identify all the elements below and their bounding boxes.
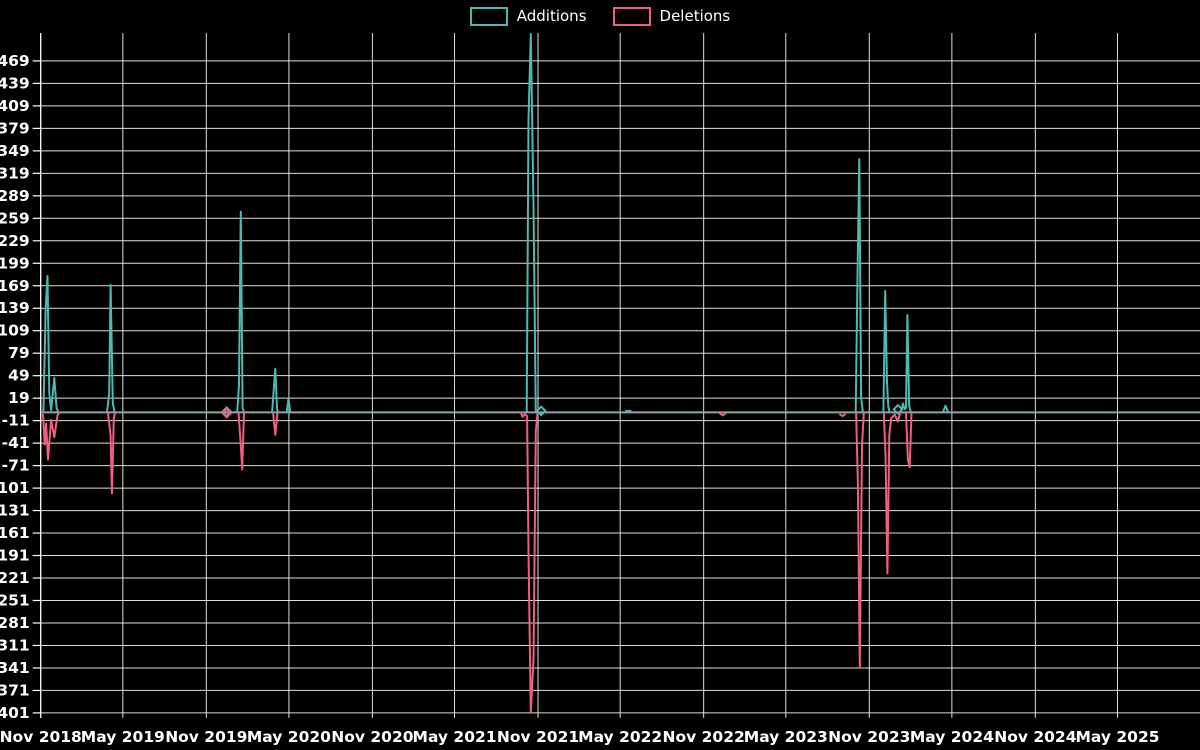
- x-tick-label: Nov 2020: [331, 728, 413, 746]
- x-tick-label: May 2025: [1075, 728, 1159, 746]
- series-additions-line: [285, 397, 292, 413]
- legend-label: Deletions: [659, 7, 731, 25]
- series-deletions-line: [519, 412, 539, 714]
- series-additions-line: [106, 284, 116, 413]
- y-tick-label: 19: [8, 389, 30, 407]
- x-tick-label: May 2023: [744, 728, 828, 746]
- x-tick-label: Nov 2019: [165, 728, 247, 746]
- chart-legend: Additions Deletions: [0, 7, 1200, 26]
- y-tick-label: 139: [0, 299, 30, 317]
- series-additions-line: [525, 33, 537, 413]
- series-additions-line: [271, 367, 280, 413]
- series-deletions-line: [718, 412, 727, 417]
- y-tick-label: -251: [0, 591, 30, 609]
- y-tick-label: 109: [0, 322, 30, 340]
- series-deletions-line: [855, 412, 865, 669]
- y-tick-label: -191: [0, 547, 30, 565]
- y-tick-label: -71: [2, 457, 30, 475]
- series-additions-line: [236, 210, 245, 413]
- series-deletions-line: [882, 411, 902, 575]
- x-tick-label: May 2021: [413, 728, 497, 746]
- series-deletions-line: [272, 412, 279, 436]
- x-tick-label: May 2019: [81, 728, 165, 746]
- y-tick-label: -371: [0, 681, 30, 699]
- y-tick-label: -41: [2, 434, 30, 452]
- series-deletions-line: [237, 412, 245, 471]
- y-tick-label: -11: [2, 412, 30, 430]
- y-tick-label: 469: [0, 52, 30, 70]
- y-tick-label: -221: [0, 569, 30, 587]
- y-tick-label: 439: [0, 74, 30, 92]
- y-tick-label: 259: [0, 209, 30, 227]
- y-tick-label: -161: [0, 524, 30, 542]
- series-deletions-line: [905, 412, 913, 469]
- series-additions-line: [882, 290, 891, 413]
- legend-swatch-deletions: [612, 7, 651, 26]
- y-tick-label: 409: [0, 97, 30, 115]
- y-tick-label: -131: [0, 502, 30, 520]
- series-deletions-line: [42, 411, 61, 461]
- y-tick-label: -101: [0, 479, 30, 497]
- y-tick-label: 379: [0, 119, 30, 137]
- x-tick-label: May 2022: [578, 728, 662, 746]
- x-tick-label: May 2024: [910, 728, 994, 746]
- series-additions-line: [941, 404, 950, 413]
- legend-item-additions[interactable]: Additions: [469, 7, 587, 26]
- series-deletions-point-marker: [221, 407, 233, 419]
- legend-label: Additions: [516, 7, 587, 25]
- y-tick-label: -281: [0, 614, 30, 632]
- y-tick-label: 199: [0, 254, 30, 272]
- y-tick-label: 289: [0, 187, 30, 205]
- y-tick-label: 49: [8, 367, 30, 385]
- series-additions-point-marker: [535, 405, 547, 417]
- series-additions-line: [854, 158, 864, 413]
- x-tick-label: May 2020: [247, 728, 331, 746]
- series-deletions-line: [838, 413, 847, 418]
- series-additions-point-marker: [221, 406, 233, 418]
- y-tick-label: -341: [0, 659, 30, 677]
- series-additions-line: [900, 314, 912, 413]
- y-tick-label: 349: [0, 142, 30, 160]
- x-tick-label: Nov 2024: [994, 728, 1076, 746]
- y-tick-label: -401: [0, 704, 30, 722]
- y-tick-label: 319: [0, 164, 30, 182]
- legend-swatch-additions: [469, 7, 508, 26]
- x-tick-label: Nov 2023: [828, 728, 910, 746]
- series-additions-point-marker: [892, 403, 904, 416]
- series-deletions-line: [106, 412, 117, 495]
- x-tick-label: Nov 2018: [0, 728, 82, 746]
- y-tick-label: -311: [0, 636, 30, 654]
- y-tick-label: 169: [0, 277, 30, 295]
- x-tick-label: Nov 2021: [497, 728, 579, 746]
- series-additions-line: [42, 275, 60, 413]
- y-tick-label: 79: [8, 344, 30, 362]
- x-tick-label: Nov 2022: [663, 728, 745, 746]
- legend-item-deletions[interactable]: Deletions: [612, 7, 731, 26]
- y-tick-label: 229: [0, 232, 30, 250]
